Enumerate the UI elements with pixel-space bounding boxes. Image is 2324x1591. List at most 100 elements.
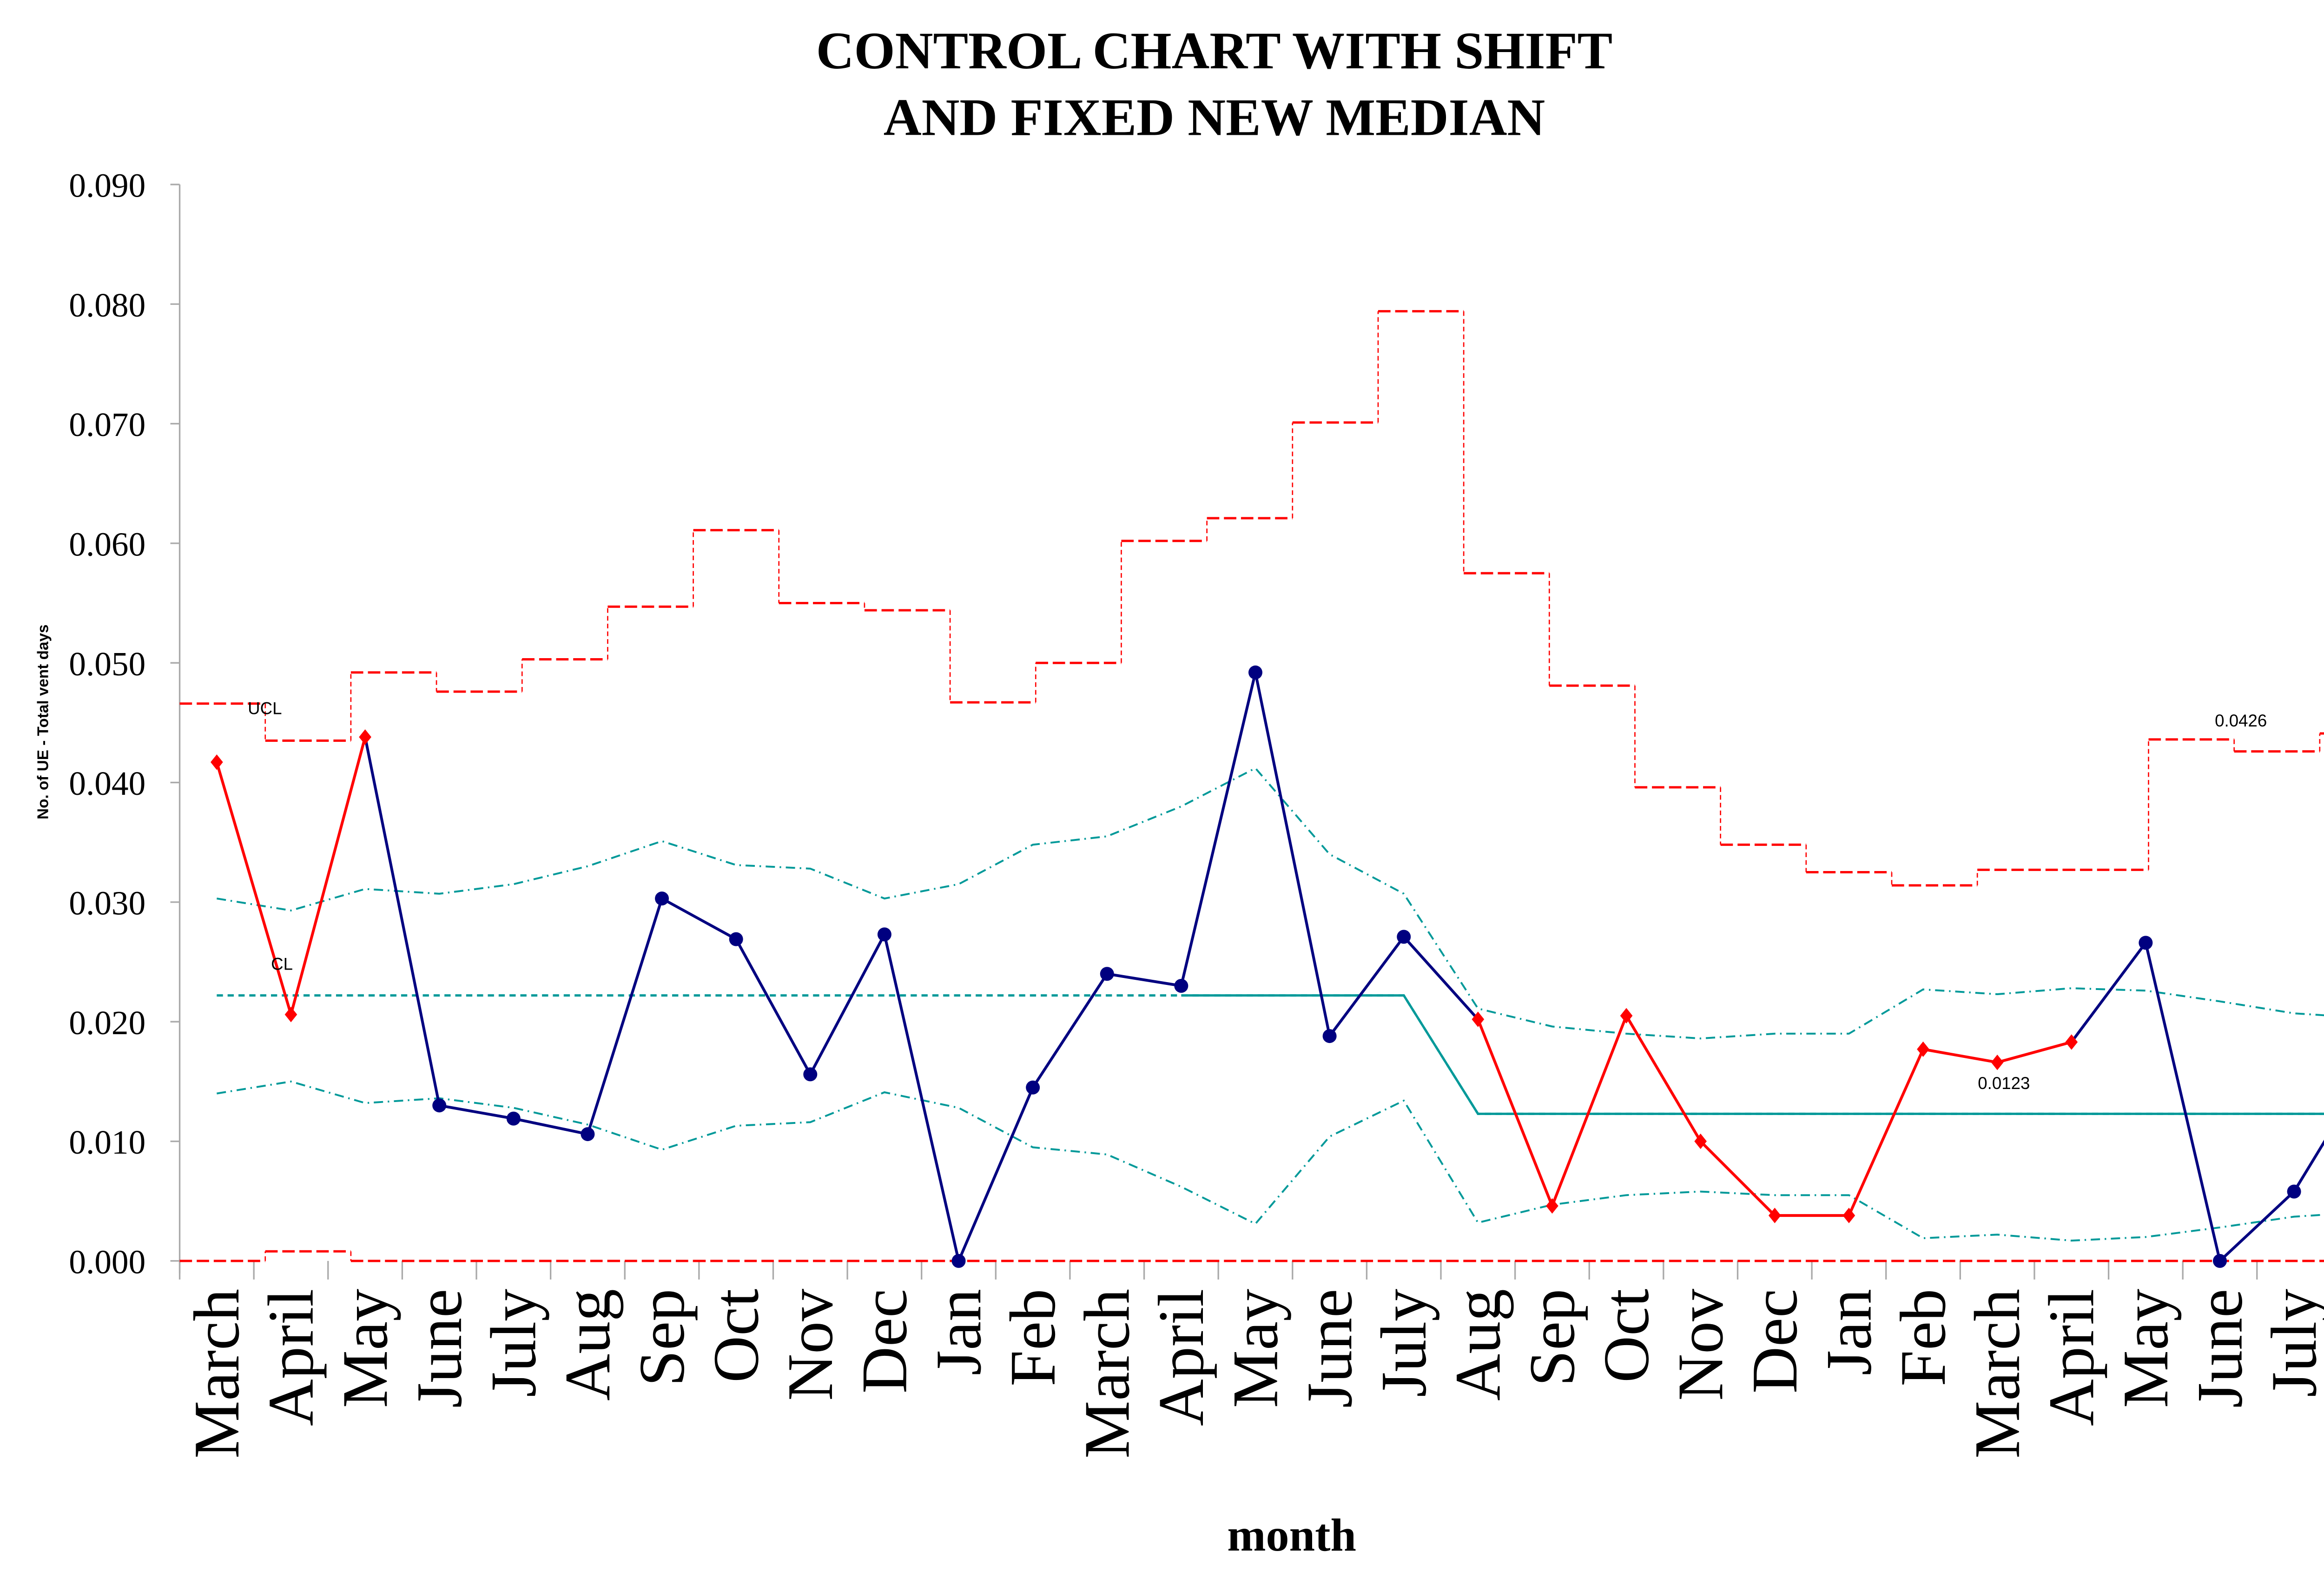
y-tick-label: 0.070 [69,406,145,443]
new-median [1181,994,2324,1115]
x-tick-label: Aug [552,1289,624,1401]
data-point [432,1098,447,1113]
data-point [729,932,743,946]
x-tick-label: June [403,1289,475,1408]
data-point [1322,1029,1337,1043]
data-point [877,927,891,942]
data-point [1842,1208,1855,1223]
data-segment [1031,973,1109,1089]
data-point [1248,665,1262,680]
data-segment [1551,1015,1628,1207]
data-segment [1477,1018,1554,1207]
y-tick-label: 0.060 [69,526,145,563]
data-point [506,1111,521,1126]
x-tick-label: Oct [700,1289,772,1383]
x-tick-label: May [329,1289,401,1408]
data-point [1546,1198,1558,1214]
data-segment [513,1117,588,1136]
data-point [1397,930,1411,944]
data-segment [1997,1041,2072,1064]
center-line [217,994,2324,1115]
data-segment [290,736,367,1015]
y-tick-label: 0.080 [69,286,145,324]
y-tick-label: 0.030 [69,885,145,922]
data-point [359,729,371,745]
data-point [1174,979,1188,993]
data-point [2212,1254,2227,1268]
x-tick-label: Dec [1739,1289,1811,1393]
data-segment [2144,942,2221,1261]
chart-title: AND FIXED NEW MEDIAN [884,88,1545,146]
x-tick-label: April [255,1289,327,1426]
data-segment [809,933,886,1075]
upper-limit [217,767,2324,1040]
annotation: 0.0123 [1978,1074,2030,1093]
data-segment [957,1087,1034,1262]
data-segment [1180,672,1257,986]
data-segment [1848,1049,1925,1216]
x-tick-label: June [2184,1289,2256,1408]
data-segment [1625,1015,1702,1142]
data-segment [1107,972,1182,987]
x-tick-label: Jan [923,1289,995,1376]
data-point [284,1007,297,1023]
data-point [2065,1034,2078,1050]
data-segment [586,898,663,1135]
x-tick-label: May [2110,1289,2182,1408]
annotation: 0.0426 [2215,711,2267,730]
data-point [1026,1080,1040,1095]
annotation: UCL [248,699,282,718]
x-tick-label: March [1071,1289,1143,1459]
data-point [2139,936,2153,950]
x-tick-label: March [1961,1289,2034,1459]
data-segment [2070,942,2147,1043]
x-tick-label: Aug [1442,1289,1514,1401]
y-tick-label: 0.010 [69,1123,145,1161]
data-point [1991,1055,2004,1070]
data-point [803,1067,818,1082]
y-tick-label: 0.000 [69,1243,145,1281]
data-segment [735,938,812,1075]
data-segment [439,1104,514,1120]
annotation: CL [271,954,293,973]
x-axis-label: month [1227,1509,1356,1561]
data-segment [215,761,292,1015]
x-tick-label: June [1294,1289,1366,1408]
x-tick-label: Jan [1813,1289,1885,1376]
data-segment [1922,1048,1998,1064]
x-tick-label: April [1145,1289,1217,1426]
data-segment [1328,936,1405,1037]
lower-limit [217,1080,2324,1242]
x-tick-label: May [1220,1289,1292,1408]
data-segment [883,934,960,1261]
x-tick-label: April [2035,1289,2107,1426]
data-segment [2293,1139,2324,1193]
data-segment [2218,1190,2295,1262]
y-axis-label: No. of UE - Total vent days [34,624,52,819]
data-point [951,1254,966,1268]
x-tick-label: March [181,1289,253,1459]
x-tick-label: Nov [774,1289,846,1401]
x-tick-label: July [477,1289,549,1397]
data-point [581,1127,595,1142]
data-point [2287,1184,2301,1199]
data-segment [661,897,737,941]
data-point [211,754,223,770]
chart-title: CONTROL CHART WITH SHIFT [816,21,1613,80]
y-tick-label: 0.020 [69,1004,145,1042]
x-tick-label: Sep [626,1289,698,1386]
data-segment [363,737,441,1106]
y-tick-label: 0.040 [69,765,145,802]
data-point [1917,1041,1929,1057]
data-point [1100,967,1114,981]
y-tick-label: 0.050 [69,645,145,683]
y-tick-label: 0.090 [69,167,145,205]
x-tick-label: Feb [1887,1289,1959,1386]
x-tick-label: Nov [1664,1289,1736,1401]
x-tick-label: Dec [849,1289,921,1393]
data-point [655,891,669,906]
data-point [1694,1133,1707,1149]
x-tick-label: Sep [1516,1289,1588,1386]
data-segment [1699,1140,1776,1217]
